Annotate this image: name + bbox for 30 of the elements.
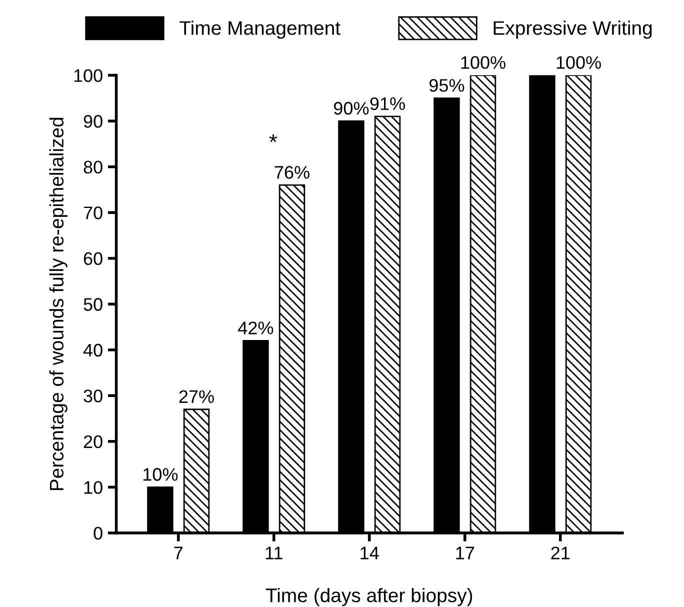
y-tick-label: 20 [84, 435, 102, 448]
x-tick-label: 11 [266, 546, 282, 560]
legend-label: Expressive Writing [494, 20, 652, 39]
data-label: 90% [334, 102, 369, 115]
data-label: 10% [144, 468, 178, 481]
data-label: 76% [274, 166, 310, 179]
annotation: * [269, 134, 278, 142]
y-tick-label: 90 [84, 114, 102, 128]
x-tick-label: 14 [360, 546, 379, 560]
data-label: 91% [370, 97, 405, 110]
y-axis-title: Percentage of wounds fully re-epithelialized [49, 118, 68, 490]
y-tick-label: 40 [83, 344, 102, 357]
x-axis-title: Time (days after biopsy) [266, 588, 472, 606]
y-tick-label: 10 [84, 481, 102, 494]
y-tick-label: 60 [84, 252, 102, 266]
data-label: 100% [556, 56, 601, 69]
data-label: 27% [179, 390, 214, 403]
data-label: 100% [461, 56, 506, 69]
x-tick-label: 17 [456, 546, 474, 560]
x-tick-label: 7 [174, 546, 182, 560]
y-tick-label: 80 [84, 160, 102, 174]
y-tick-label: 0 [94, 526, 102, 540]
y-tick-label: 50 [84, 298, 102, 311]
x-tick-label: 21 [551, 546, 570, 560]
y-tick-label: 100 [74, 69, 102, 82]
y-tick-label: 70 [84, 206, 102, 220]
legend-label: Time Management [180, 20, 340, 39]
data-label: 95% [429, 79, 464, 92]
y-tick-label: 30 [84, 390, 102, 402]
data-label: 42% [238, 322, 274, 334]
